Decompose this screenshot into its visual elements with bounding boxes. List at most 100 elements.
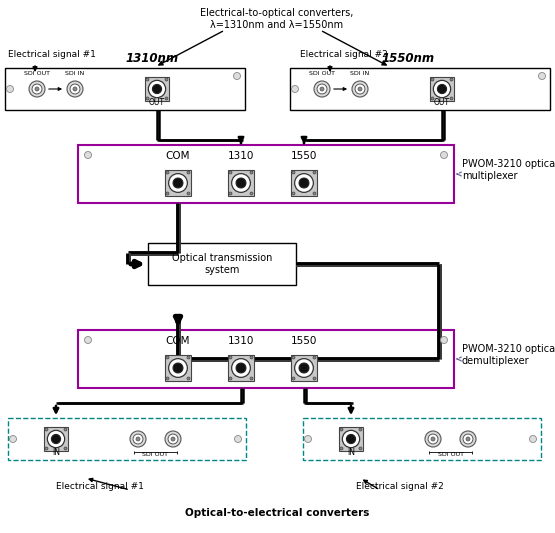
Circle shape [460, 431, 476, 447]
Circle shape [166, 171, 169, 174]
Circle shape [9, 435, 17, 442]
Bar [44, 427, 68, 451]
Circle shape [166, 377, 169, 380]
Circle shape [320, 87, 324, 91]
Circle shape [358, 87, 362, 91]
Circle shape [313, 356, 316, 359]
Bar [5, 68, 245, 110]
Bar [339, 427, 363, 451]
Bar [291, 170, 317, 196]
Text: SDI IN: SDI IN [350, 71, 370, 76]
Text: 1550nm: 1550nm [381, 52, 435, 65]
Circle shape [153, 84, 162, 94]
Text: Electrical signal #1: Electrical signal #1 [8, 50, 96, 59]
Bar [8, 418, 246, 460]
Circle shape [314, 81, 330, 97]
Text: SDI OUT: SDI OUT [309, 71, 335, 76]
Circle shape [291, 85, 299, 93]
Bar [291, 355, 317, 381]
Circle shape [317, 84, 327, 94]
Bar [165, 170, 191, 196]
Circle shape [450, 97, 453, 100]
Circle shape [359, 447, 362, 450]
Circle shape [133, 434, 143, 444]
Text: SDI OUT: SDI OUT [143, 452, 169, 457]
Text: Electrical signal #1: Electrical signal #1 [56, 482, 144, 491]
Text: Optical transmission
system: Optical transmission system [172, 253, 272, 275]
Circle shape [236, 363, 246, 373]
Circle shape [32, 84, 42, 94]
Circle shape [231, 359, 250, 377]
Circle shape [431, 97, 434, 100]
Circle shape [428, 434, 438, 444]
Circle shape [538, 72, 546, 79]
Circle shape [229, 377, 232, 380]
Circle shape [529, 435, 537, 442]
Circle shape [346, 434, 356, 443]
Circle shape [165, 431, 181, 447]
Circle shape [166, 192, 169, 195]
Bar [430, 77, 454, 101]
Text: Electrical-to-optical converters,
λ=1310nm and λ=1550nm: Electrical-to-optical converters, λ=1310… [200, 8, 354, 30]
Bar [148, 243, 296, 285]
Circle shape [305, 435, 311, 442]
Circle shape [295, 174, 314, 192]
Circle shape [292, 377, 295, 380]
Text: 1310: 1310 [228, 336, 254, 346]
Circle shape [84, 336, 92, 343]
Circle shape [169, 359, 188, 377]
Bar [78, 145, 454, 203]
Circle shape [463, 434, 473, 444]
Circle shape [64, 447, 67, 450]
Circle shape [67, 81, 83, 97]
Circle shape [299, 363, 309, 373]
Text: OUT: OUT [149, 98, 165, 107]
Circle shape [437, 84, 447, 94]
Circle shape [165, 97, 168, 100]
Text: 1310nm: 1310nm [125, 52, 179, 65]
Circle shape [425, 431, 441, 447]
Circle shape [250, 192, 253, 195]
Circle shape [342, 430, 360, 448]
Circle shape [173, 363, 183, 373]
Circle shape [45, 447, 48, 450]
Circle shape [229, 171, 232, 174]
Circle shape [45, 428, 48, 431]
Circle shape [441, 151, 447, 158]
Text: OUT: OUT [434, 98, 450, 107]
Circle shape [250, 356, 253, 359]
Text: Optical-to-electrical converters: Optical-to-electrical converters [185, 508, 369, 518]
Text: 1310: 1310 [228, 151, 254, 161]
Bar [303, 418, 541, 460]
Circle shape [7, 85, 13, 93]
Circle shape [431, 78, 434, 81]
Circle shape [136, 437, 140, 441]
Bar [228, 170, 254, 196]
Circle shape [64, 428, 67, 431]
Circle shape [187, 356, 190, 359]
Circle shape [235, 435, 241, 442]
Circle shape [250, 171, 253, 174]
Circle shape [166, 356, 169, 359]
Circle shape [229, 192, 232, 195]
Text: COM: COM [166, 336, 190, 346]
Circle shape [359, 428, 362, 431]
Circle shape [70, 84, 80, 94]
Circle shape [292, 171, 295, 174]
Circle shape [169, 174, 188, 192]
Circle shape [299, 178, 309, 188]
Circle shape [146, 97, 149, 100]
Circle shape [313, 192, 316, 195]
Circle shape [234, 72, 240, 79]
Text: PWOM-3210 optical
demultiplexer: PWOM-3210 optical demultiplexer [462, 344, 555, 366]
Circle shape [250, 377, 253, 380]
Circle shape [165, 78, 168, 81]
Circle shape [292, 192, 295, 195]
Text: PWOM-3210 optical
multiplexer: PWOM-3210 optical multiplexer [462, 159, 555, 181]
Circle shape [173, 178, 183, 188]
Text: SDI OUT: SDI OUT [24, 71, 50, 76]
Circle shape [229, 356, 232, 359]
Circle shape [236, 178, 246, 188]
Text: COM: COM [166, 151, 190, 161]
Circle shape [84, 151, 92, 158]
